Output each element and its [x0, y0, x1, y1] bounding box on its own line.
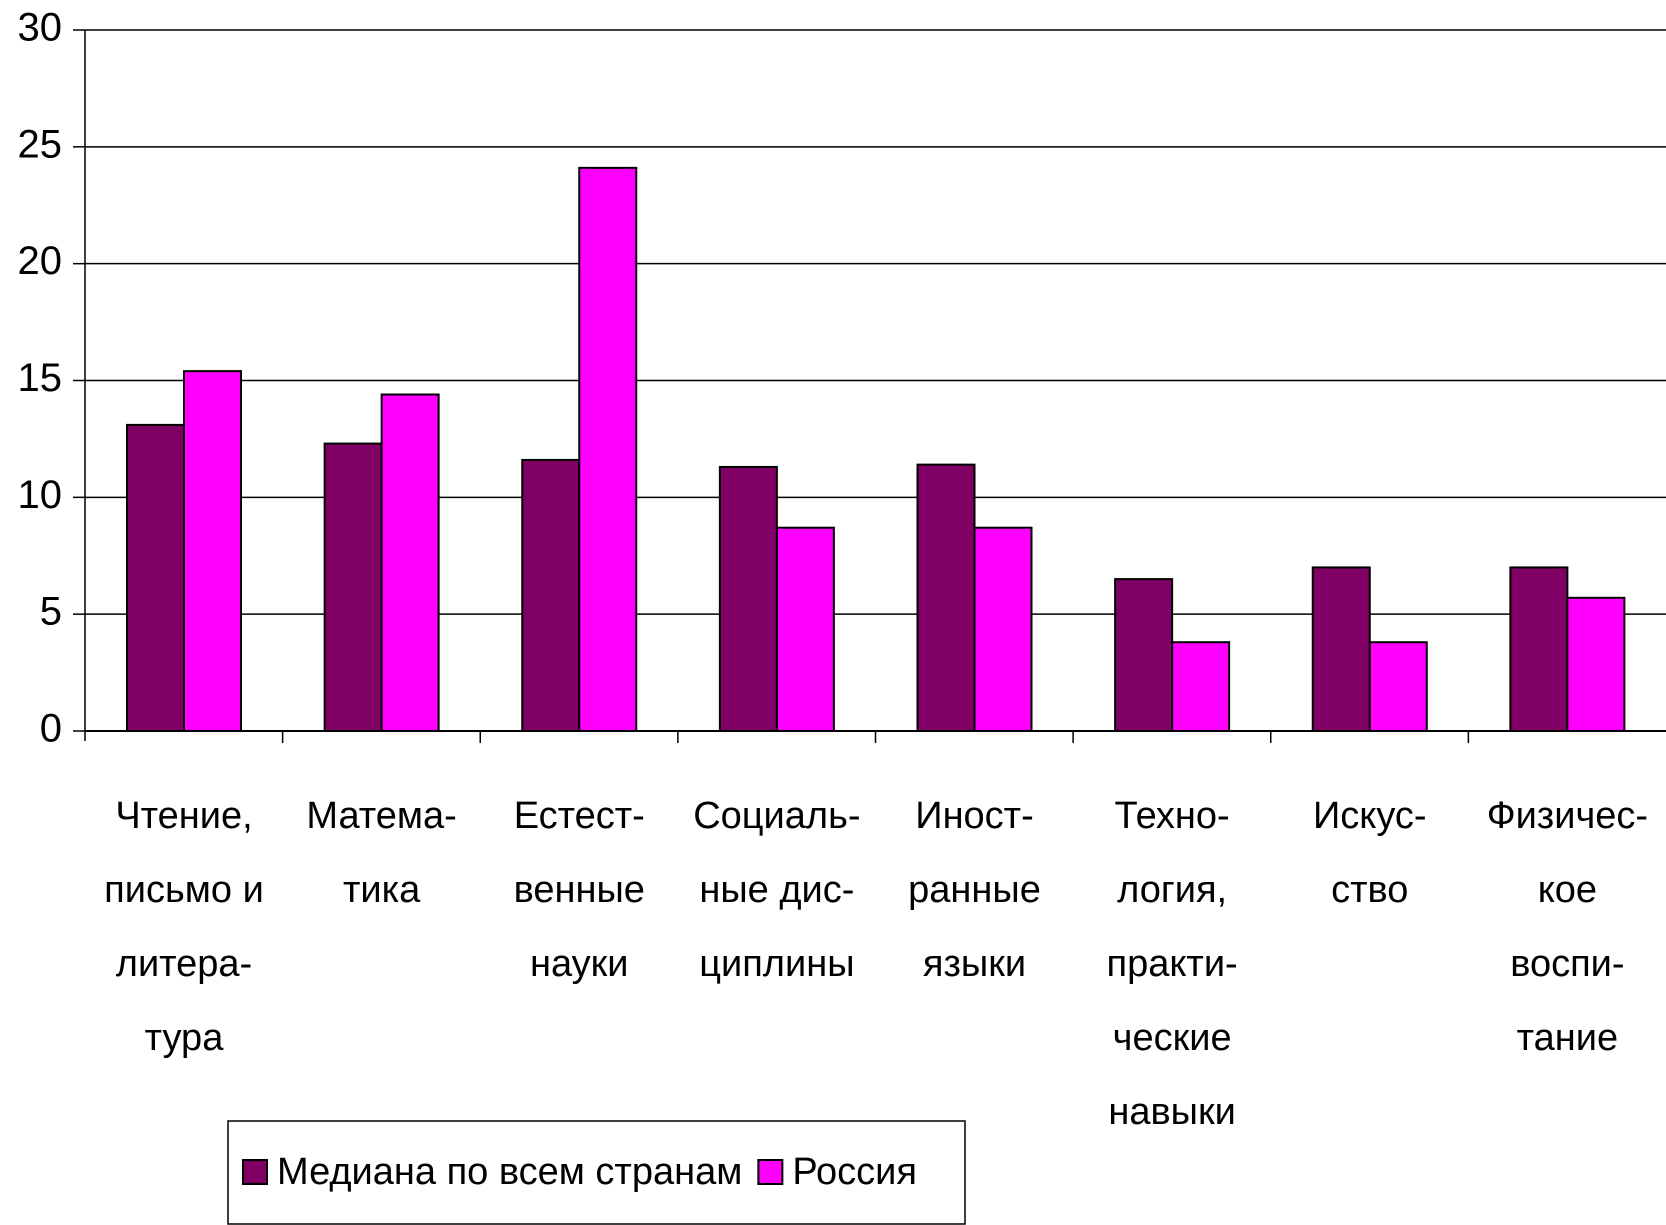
y-tick-label: 25	[18, 122, 63, 166]
bar	[323, 442, 383, 732]
x-tick-label-line: навыки	[1108, 1091, 1235, 1133]
x-tick-label-line: кое	[1538, 869, 1597, 911]
x-tick-label-line: венные	[514, 869, 645, 911]
legend-swatch	[757, 1159, 784, 1185]
bar	[1114, 578, 1174, 732]
y-tick-label: 10	[18, 473, 63, 517]
x-tick-label-line: ранные	[908, 869, 1041, 911]
x-tick-label-line: Чтение,	[115, 795, 252, 837]
bar	[1171, 641, 1231, 732]
x-tick-label: Искус-ство	[1313, 795, 1427, 911]
x-tick-label-line: ные дис-	[699, 869, 854, 911]
x-tick-label-line: Техно-	[1115, 795, 1230, 837]
x-tick-label-line: практи-	[1107, 943, 1238, 985]
x-tick-label: Физичес-кое воспи-тание	[1487, 795, 1648, 1059]
x-tick-label-line: ство	[1331, 869, 1408, 911]
bar	[973, 526, 1033, 733]
bar	[1509, 566, 1569, 733]
x-tick-label: Иност-ранные языки	[908, 795, 1041, 985]
x-tick-label-line: Физичес-	[1487, 795, 1648, 837]
legend-label: Медиана по всем странам	[277, 1151, 742, 1193]
y-tick-label: 0	[40, 707, 62, 751]
x-tick-label: Техно-логия, практи-ческие навыки	[1107, 795, 1238, 1133]
bar	[1368, 641, 1428, 732]
bar	[578, 166, 638, 732]
x-tick-label-line: письмо и	[104, 869, 264, 911]
x-tick-label-line: логия,	[1117, 869, 1227, 911]
bar	[521, 458, 581, 732]
bar	[718, 465, 778, 732]
x-tick-label-line: Естест-	[514, 795, 645, 837]
bar	[916, 463, 976, 732]
x-tick-label-line: циплины	[699, 943, 854, 985]
x-tick-label-line: воспи-	[1510, 943, 1624, 985]
x-tick-label-line: Матема-	[306, 795, 456, 837]
bar	[1311, 566, 1371, 733]
x-tick-label-line: Искус-	[1313, 795, 1427, 837]
bar	[183, 370, 242, 732]
x-tick-label: Чтение, письмо и литера-тура	[104, 795, 264, 1059]
y-tick-label: 5	[40, 590, 62, 634]
bar	[380, 393, 440, 732]
legend-label: Россия	[792, 1151, 917, 1193]
x-tick-label-line: языки	[923, 943, 1026, 985]
bar	[775, 526, 835, 733]
x-tick-label: Социаль-ные дис-циплины	[693, 795, 860, 985]
y-tick-label: 30	[18, 6, 63, 50]
bar	[126, 423, 185, 732]
bar	[1566, 596, 1626, 732]
x-tick-label-line: тика	[343, 869, 421, 911]
x-tick-label-line: тура	[145, 1017, 225, 1059]
y-tick-label: 15	[18, 356, 63, 400]
legend-swatch	[242, 1159, 268, 1185]
legend-box	[227, 1120, 966, 1225]
x-tick-label: Естест-венные науки	[514, 795, 645, 985]
x-tick-label-line: ческие	[1113, 1017, 1232, 1059]
x-tick-label-line: тание	[1517, 1017, 1618, 1059]
y-tick-label: 20	[18, 239, 63, 283]
x-tick-label-line: Иност-	[915, 795, 1034, 837]
x-tick-label-line: литера-	[116, 943, 252, 985]
x-tick-label: Матема-тика	[306, 795, 456, 911]
x-tick-label-line: науки	[530, 943, 629, 985]
x-tick-label-line: Социаль-	[693, 795, 860, 837]
